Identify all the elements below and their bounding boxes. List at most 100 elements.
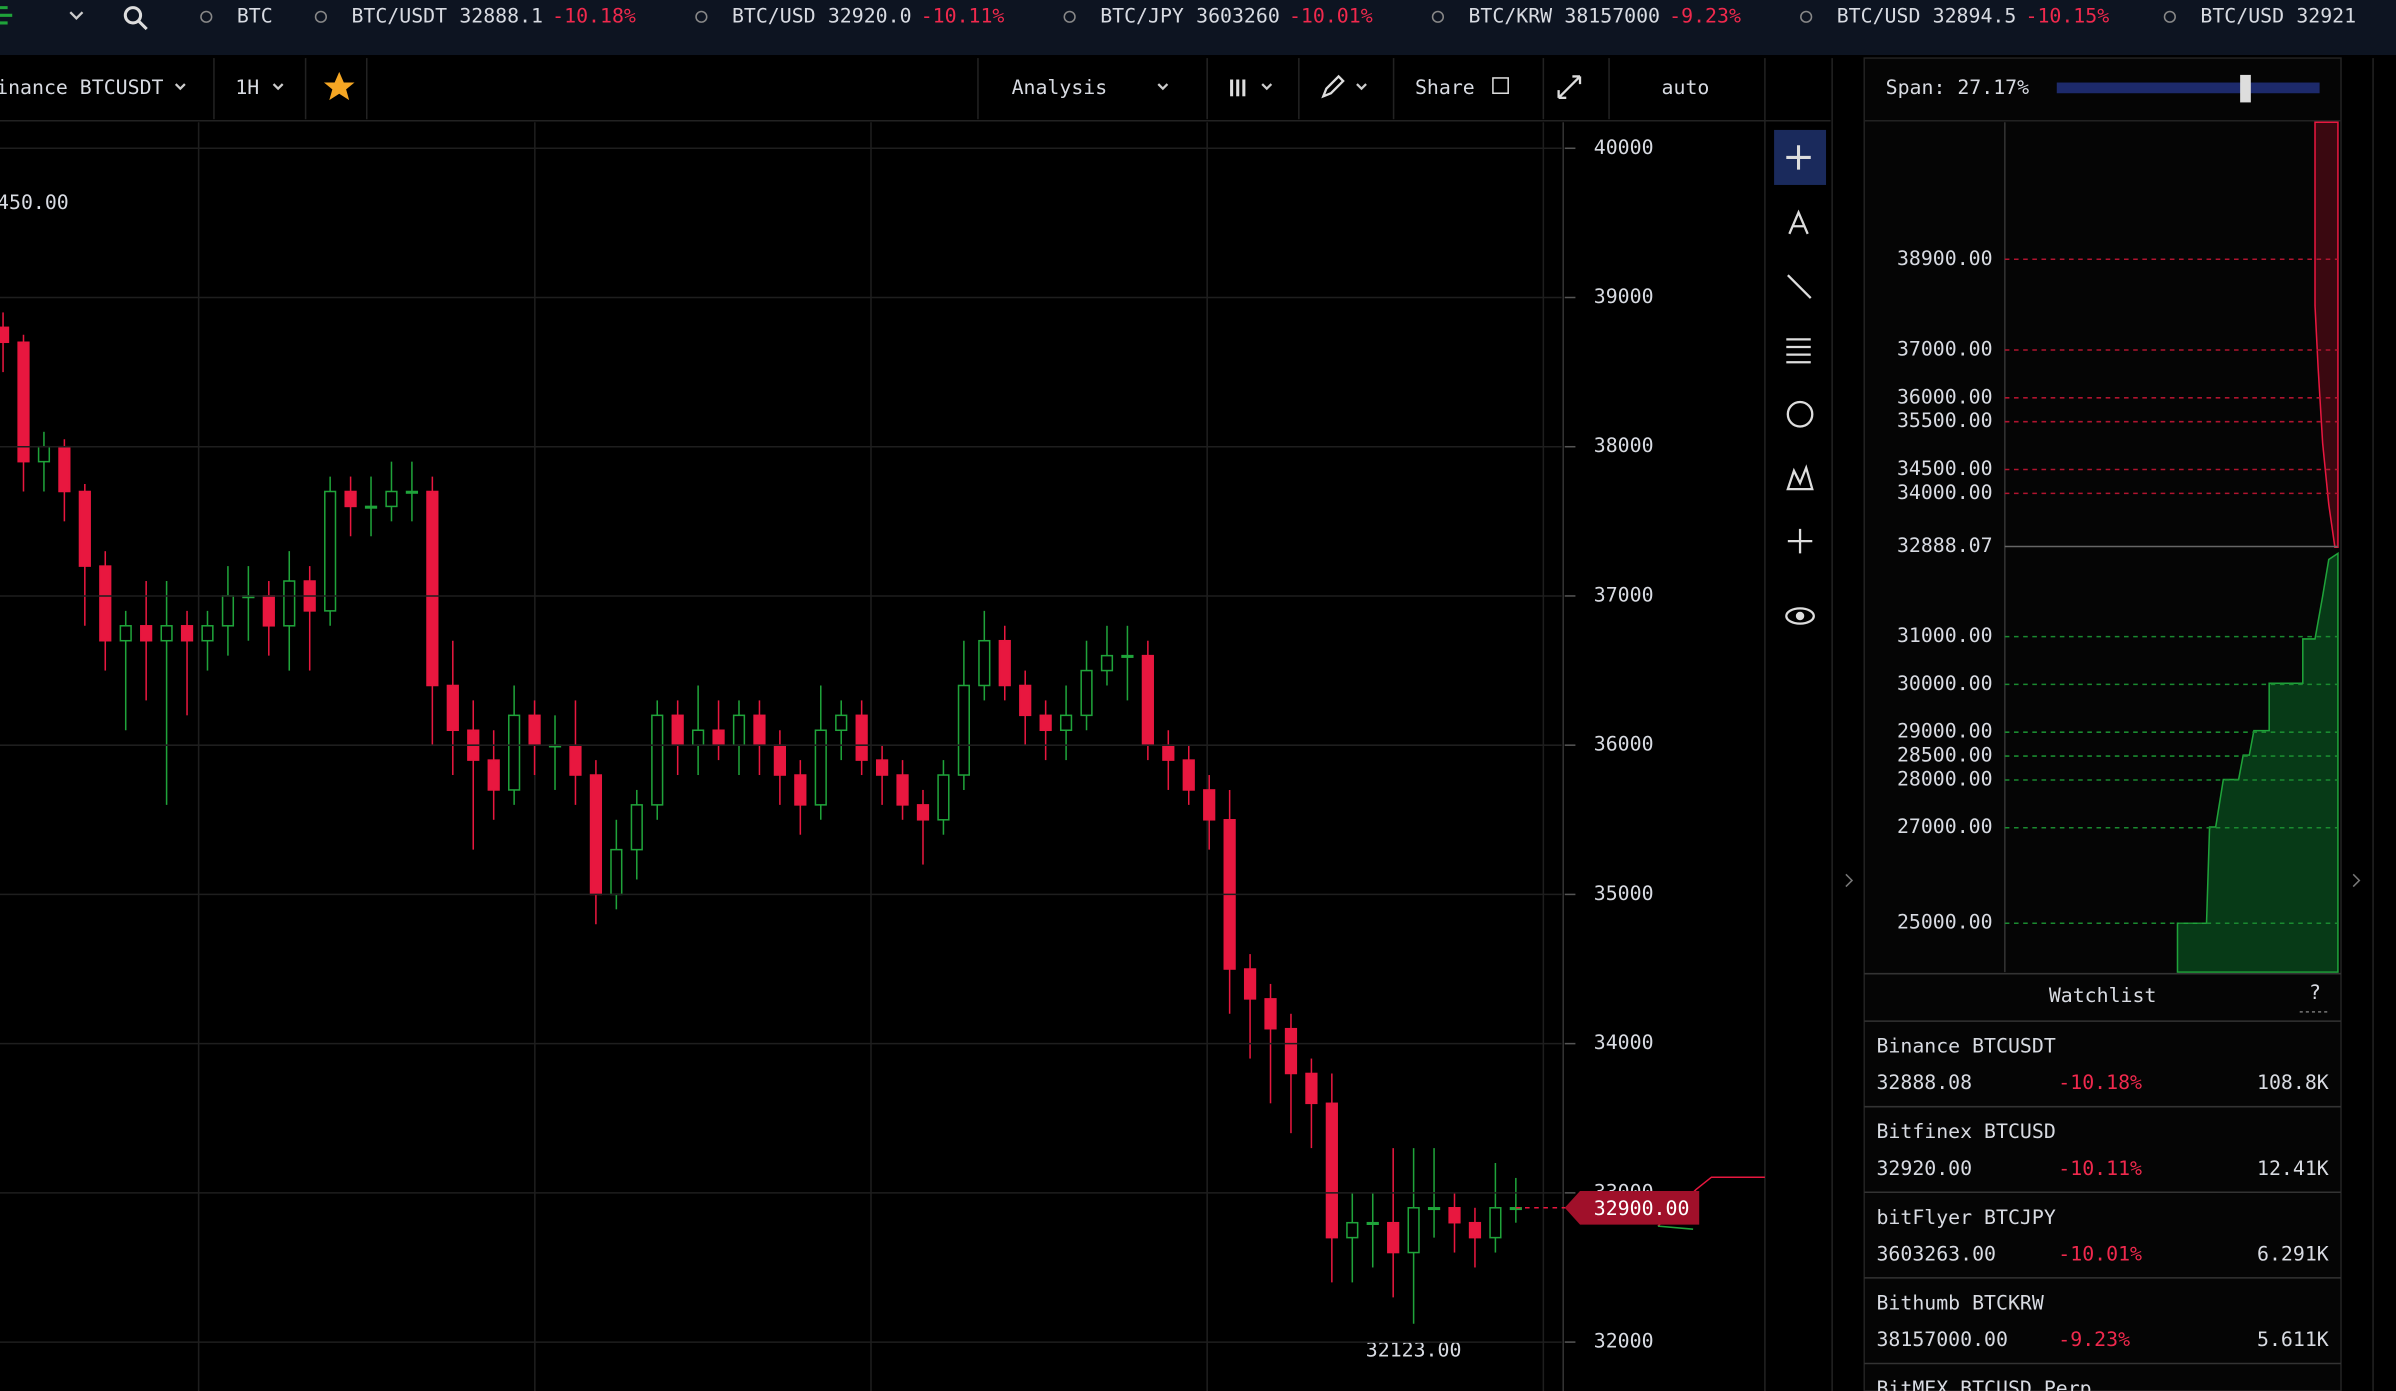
scale-button[interactable]: auto <box>1662 76 1710 99</box>
candle-body <box>140 625 153 642</box>
y-tick-label: 37000 <box>1594 583 1654 606</box>
candle-body <box>201 625 214 642</box>
span-slider[interactable] <box>2056 82 2320 94</box>
collapse-arrow[interactable] <box>1845 873 1854 888</box>
depth-overlay <box>1657 1225 1694 1230</box>
row-name[interactable]: Bitfinex BTCUSD <box>1876 1120 2055 1143</box>
share-button[interactable]: Share <box>1415 76 1475 99</box>
ticker-change: -10.15% <box>2026 4 2110 27</box>
candle-body <box>364 505 378 509</box>
candle-body <box>446 684 459 732</box>
row-name[interactable]: Binance BTCUSDT <box>1876 1035 2055 1058</box>
candle-body <box>262 595 275 627</box>
depth-tick-label: 34000.00 <box>1897 481 1993 504</box>
watchlist-title: Watchlist <box>2049 984 2157 1007</box>
candle-body <box>835 714 848 732</box>
depth-tick-label: 32888.07 <box>1897 534 1993 557</box>
ticker-price: 3603260 <box>1196 4 1280 27</box>
last-price-tag <box>1564 1190 1700 1225</box>
candle-body <box>671 714 684 746</box>
y-tick-label: 32000 <box>1594 1330 1654 1353</box>
analysis-button[interactable]: Analysis <box>1012 76 1108 99</box>
row-name[interactable]: bitFlyer BTCJPY <box>1876 1206 2055 1229</box>
line-tool[interactable] <box>1787 274 1812 299</box>
chart-type-button[interactable] <box>1230 79 1246 97</box>
candle-body <box>1407 1207 1420 1254</box>
watchlist-help[interactable]: ? <box>2309 981 2321 1004</box>
candle-body <box>916 804 930 821</box>
ticker-symbol[interactable]: BTC <box>237 4 273 27</box>
depth-tick-label: 34500.00 <box>1897 457 1993 480</box>
candle-body <box>651 714 664 806</box>
measure-tool[interactable] <box>1787 528 1813 554</box>
candle-body <box>692 729 705 746</box>
ticker-symbol[interactable]: BTC/USDT <box>351 4 447 27</box>
candle-body <box>0 326 10 344</box>
row-change: -10.01% <box>2058 1242 2142 1265</box>
candle-body <box>487 759 500 791</box>
ticker-symbol[interactable]: BTC/JPY <box>1100 4 1184 27</box>
depth-tick-label: 29000.00 <box>1897 720 1993 743</box>
market-select[interactable]: Binance BTCUSDT <box>0 76 164 99</box>
low-label: 32123.00 <box>1366 1339 1462 1362</box>
draw-button[interactable] <box>1321 74 1345 99</box>
chevron <box>174 83 186 91</box>
depth-tick-label: 38900.00 <box>1897 247 1993 270</box>
pattern-tool[interactable] <box>1786 464 1814 491</box>
row-name[interactable]: Bithumb BTCKRW <box>1876 1291 2043 1314</box>
search-icon <box>137 20 148 31</box>
ticker-symbol[interactable]: BTC/USD <box>1837 4 1921 27</box>
ticker-price: 32920.0 <box>828 4 912 27</box>
candle-body <box>1284 1027 1298 1075</box>
ticker-price: 32888.1 <box>459 4 543 27</box>
ticker-icon <box>314 10 328 23</box>
depth-tick-label: 28500.00 <box>1897 744 1993 767</box>
watchlist: Binance BTCUSDT 32888.08 -10.18% 108.8K Bitf… <box>1864 1020 2341 1391</box>
visibility-tool[interactable] <box>1785 607 1815 625</box>
candle-body <box>78 490 91 567</box>
ticker-symbol[interactable]: BTC/USD <box>732 4 816 27</box>
row-volume: 5.611K <box>2257 1328 2329 1351</box>
interval-select[interactable]: 1H <box>235 76 259 99</box>
depth-tick-label: 36000.00 <box>1897 385 1993 408</box>
depth-tick-label: 30000.00 <box>1897 672 1993 695</box>
ticker-price: 32894.5 <box>1933 4 2017 27</box>
ticker-symbol[interactable]: BTC/KRW <box>1468 4 1552 27</box>
menu-chevron[interactable] <box>69 11 84 20</box>
candle-body <box>1019 684 1032 717</box>
shape-tool[interactable] <box>1786 400 1814 428</box>
chevron <box>1261 83 1273 91</box>
y-tick-label: 39000 <box>1594 285 1654 308</box>
text-tool[interactable] <box>1788 209 1809 235</box>
ticker-price: 32921 <box>2296 4 2356 27</box>
candle-body <box>1448 1207 1461 1224</box>
candle-body <box>610 848 623 896</box>
row-name[interactable]: BitMEX BTCUSD Perp <box>1876 1377 2091 1391</box>
drawing-tools <box>1774 129 1827 625</box>
ticker-icon <box>1063 10 1076 23</box>
candle-body <box>569 744 582 776</box>
candle-body <box>1427 1207 1441 1211</box>
candle-body <box>99 565 112 642</box>
row-price: 3603263.00 <box>1876 1242 1996 1265</box>
last-price-label: 32900.00 <box>1594 1197 1690 1220</box>
chevron <box>1157 83 1169 91</box>
candle-body <box>896 774 909 806</box>
search-icon[interactable] <box>123 6 143 25</box>
fib-tool[interactable] <box>1786 338 1811 364</box>
favorite-star[interactable] <box>323 71 355 101</box>
external-icon <box>1492 77 1509 95</box>
ticker-icon <box>1431 10 1445 23</box>
depth-tick-label: 35500.00 <box>1897 409 1993 432</box>
candle-body <box>875 759 889 776</box>
y-tick-label: 40000 <box>1594 136 1654 159</box>
expand-arrow[interactable] <box>2352 873 2361 888</box>
candle-body <box>426 490 439 687</box>
fullscreen-button[interactable] <box>1557 75 1582 99</box>
logo <box>0 6 13 25</box>
candle-body <box>1366 1221 1379 1225</box>
span-handle[interactable] <box>2240 74 2251 103</box>
ticker-symbol[interactable]: BTC/USD <box>2200 4 2284 27</box>
candle-body <box>589 774 603 896</box>
ticker-change: -10.18% <box>552 4 636 27</box>
